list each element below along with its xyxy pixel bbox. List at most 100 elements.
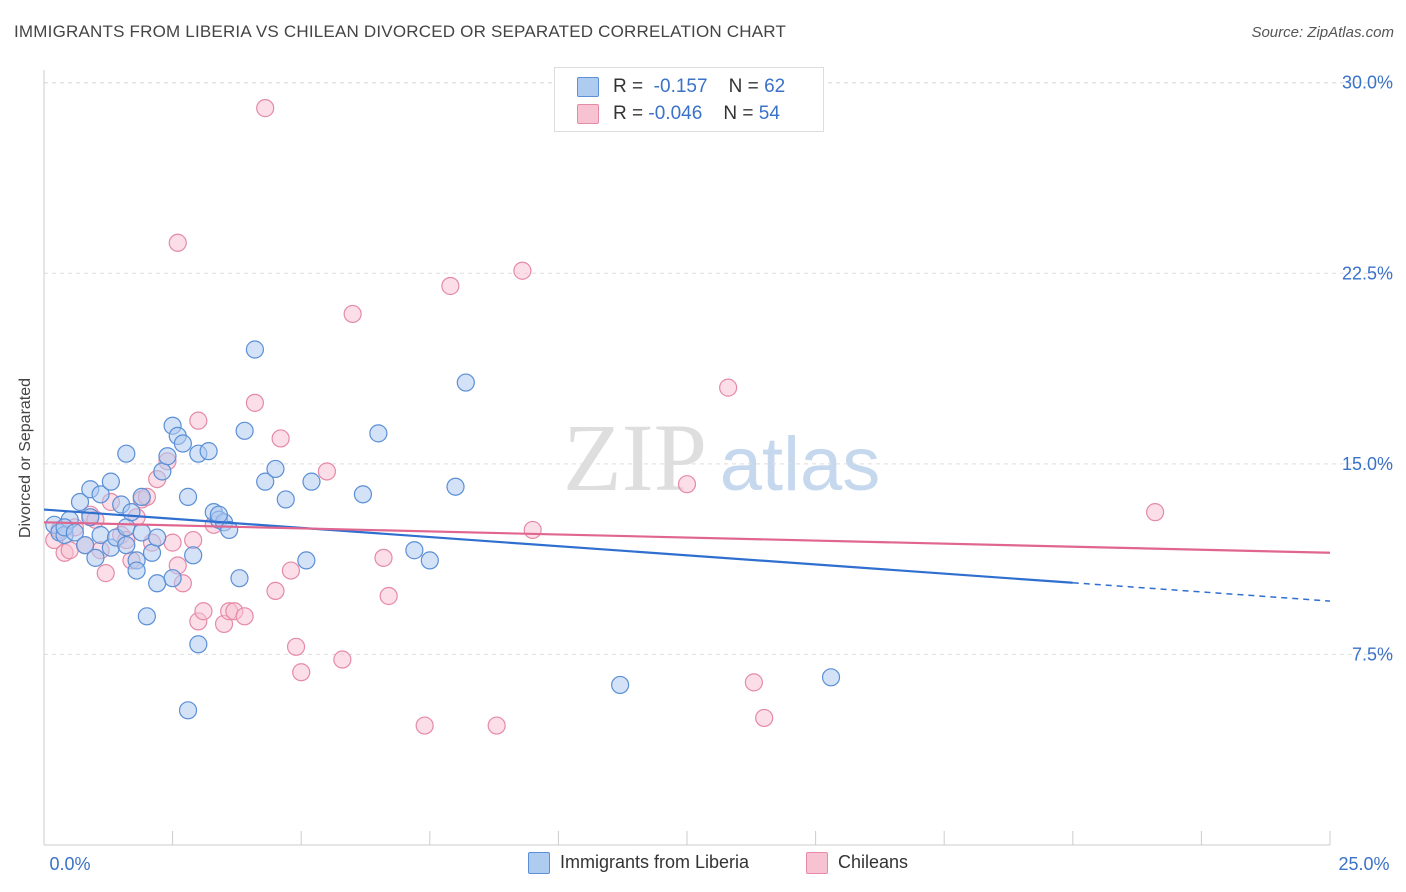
data-point xyxy=(70,492,90,512)
n-value-liberia: 62 xyxy=(764,76,786,97)
axes xyxy=(43,70,1331,846)
chart-title: IMMIGRANTS FROM LIBERIA VS CHILEAN DIVOR… xyxy=(14,22,787,41)
r-value-liberia: -0.157 xyxy=(653,76,708,97)
data-point xyxy=(117,536,136,555)
data-point xyxy=(456,373,475,392)
data-point xyxy=(184,530,203,550)
data-point xyxy=(271,429,290,448)
grid-lines xyxy=(44,82,1392,655)
legend-swatch-chileans xyxy=(806,852,828,875)
data-point xyxy=(163,569,182,588)
data-point xyxy=(117,444,136,463)
data-point xyxy=(86,548,105,567)
data-point xyxy=(122,503,141,522)
trend-line-liberia-extension xyxy=(1072,582,1331,602)
n-label: N = xyxy=(723,103,754,124)
n-value-chileans: 54 xyxy=(758,103,780,124)
x-tick-label: 25.0% xyxy=(1338,854,1389,874)
data-point xyxy=(276,490,295,509)
stats-row-liberia: R = -0.157 N = 62 xyxy=(577,74,785,100)
legend-label-chileans: Chileans xyxy=(838,852,909,872)
data-point xyxy=(158,447,177,466)
data-point xyxy=(127,561,146,580)
data-point xyxy=(245,393,265,412)
chileans-swatch xyxy=(577,103,599,124)
source-credit: Source: ZipAtlas.com xyxy=(1251,24,1394,41)
watermark-zip: ZIP xyxy=(563,404,707,511)
data-point xyxy=(677,475,697,494)
data-point xyxy=(163,533,182,552)
r-value-chileans: -0.046 xyxy=(648,103,703,124)
data-point xyxy=(353,485,373,504)
data-point xyxy=(148,528,167,547)
data-point xyxy=(420,551,439,570)
data-point xyxy=(184,546,203,565)
data-point xyxy=(523,520,542,540)
tick-labels: 7.5% 15.0% 22.5% 30.0% 0.0% 25.0% xyxy=(49,73,1393,874)
data-point xyxy=(256,472,275,491)
watermark: ZIP atlas xyxy=(563,404,880,511)
data-point xyxy=(744,673,763,692)
data-point xyxy=(369,424,388,443)
data-point xyxy=(441,276,460,296)
data-point xyxy=(343,304,362,324)
data-point xyxy=(245,340,265,359)
correlation-stats-box: R = -0.157 N = 62 R = -0.046 N = 54 xyxy=(554,67,824,132)
data-point xyxy=(96,564,115,583)
data-point xyxy=(292,663,311,682)
data-point xyxy=(513,261,532,280)
data-point xyxy=(611,675,630,695)
data-point xyxy=(209,505,228,524)
data-point xyxy=(178,487,198,506)
data-point xyxy=(230,569,249,588)
data-point xyxy=(302,472,321,491)
data-point xyxy=(142,543,162,562)
r-label: R = xyxy=(613,103,644,124)
trend-line-chileans xyxy=(43,521,1331,554)
data-point xyxy=(168,233,187,252)
data-point xyxy=(173,434,192,453)
data-point xyxy=(235,607,254,626)
data-point xyxy=(194,602,213,621)
data-point xyxy=(266,459,285,479)
data-point xyxy=(117,518,136,537)
stats-row-chileans: R = -0.046 N = 54 xyxy=(577,101,780,127)
data-point xyxy=(446,477,465,496)
data-point xyxy=(333,650,352,669)
trend-line-liberia xyxy=(43,508,1073,584)
watermark-atlas: atlas xyxy=(720,422,881,507)
data-point xyxy=(153,462,172,481)
data-point xyxy=(755,708,774,728)
data-point xyxy=(286,637,306,656)
legend-label-liberia: Immigrants from Liberia xyxy=(560,852,750,872)
data-point xyxy=(317,462,337,481)
data-point xyxy=(379,586,398,606)
data-point xyxy=(719,378,738,397)
data-point xyxy=(266,581,285,601)
data-point xyxy=(297,551,316,570)
data-point xyxy=(60,541,79,560)
data-point xyxy=(132,487,151,506)
legend-item-liberia[interactable]: Immigrants from Liberia xyxy=(528,852,750,875)
r-label: R = xyxy=(613,76,644,97)
data-point xyxy=(137,607,156,626)
x-tick-label: 0.0% xyxy=(49,854,90,874)
data-point xyxy=(76,536,95,555)
y-tick-label: 22.5% xyxy=(1342,263,1393,283)
data-point xyxy=(132,523,151,542)
data-point xyxy=(256,99,275,118)
data-point xyxy=(189,635,208,654)
data-point xyxy=(415,716,434,735)
legend-item-chileans[interactable]: Chileans xyxy=(806,852,909,875)
data-point xyxy=(374,548,393,567)
data-point xyxy=(405,541,424,560)
data-point xyxy=(281,561,301,580)
trend-lines xyxy=(43,508,1331,602)
n-label: N = xyxy=(728,76,759,97)
liberia-swatch xyxy=(577,76,599,97)
data-point xyxy=(91,485,110,504)
data-point xyxy=(148,574,167,593)
data-point xyxy=(235,421,254,440)
data-point xyxy=(189,411,208,430)
